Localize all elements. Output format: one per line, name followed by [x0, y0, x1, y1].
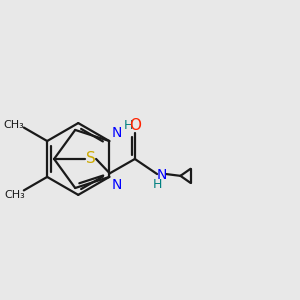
Text: N: N [112, 178, 122, 192]
Text: N: N [156, 169, 167, 182]
Text: N: N [112, 126, 122, 140]
Text: H: H [153, 178, 163, 190]
Text: O: O [129, 118, 141, 134]
Text: CH₃: CH₃ [5, 190, 26, 200]
Text: H: H [123, 119, 133, 132]
Text: S: S [86, 151, 96, 166]
Text: CH₃: CH₃ [4, 120, 24, 130]
